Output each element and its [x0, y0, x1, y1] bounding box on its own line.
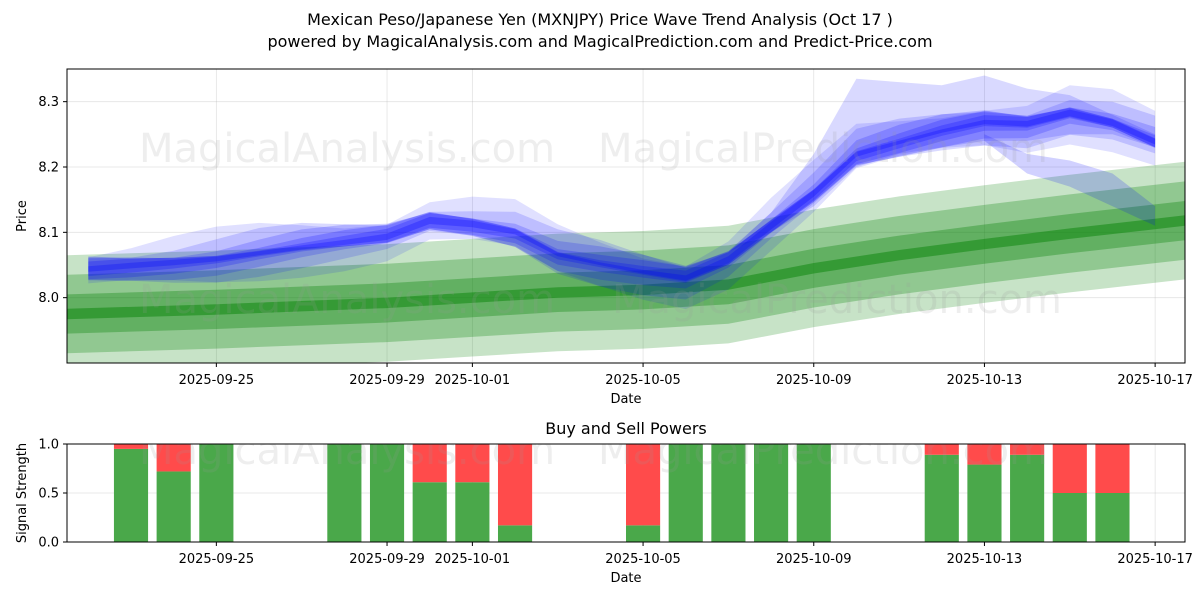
green-trend-band [67, 201, 1185, 334]
watermark-text: MagicalPrediction.com [598, 428, 1048, 474]
price-axes-frame [66, 68, 1186, 364]
green-trend-band [67, 181, 1185, 354]
sell-bar [1095, 444, 1130, 493]
x-tick-label: 2025-09-29 [349, 552, 425, 567]
price-plot-area: MagicalAnalysis.com MagicalPrediction.com… [67, 69, 1185, 363]
y-axis-label: Price [15, 200, 30, 232]
buy-bar [369, 444, 405, 542]
buy-bar [1095, 493, 1130, 542]
x-tick-label: 2025-10-17 [1117, 552, 1193, 567]
x-tick-label: 2025-10-05 [605, 552, 681, 567]
x-tick-label: 2025-10-17 [1117, 373, 1193, 388]
buy-bar [113, 448, 149, 542]
blue-price-wave [984, 134, 1156, 226]
y-tick-label: 1.0 [38, 438, 59, 453]
sell-bar [497, 444, 533, 526]
bar-plot-area: MagicalAnalysis.com MagicalPrediction.com [67, 428, 1185, 542]
x-tick-label: 2025-10-13 [947, 552, 1023, 567]
buy-bar [1010, 454, 1045, 542]
watermark-text: MagicalPrediction.com [612, 277, 1062, 323]
sell-bar [1052, 444, 1087, 493]
buy-bar [327, 444, 362, 542]
blue-price-wave [88, 107, 1156, 282]
chart-title: Mexican Peso/Japanese Yen (MXNJPY) Price… [307, 10, 893, 29]
buy-bar [497, 525, 533, 542]
y-tick-label: 8.0 [38, 291, 59, 306]
x-tick-label: 2025-10-05 [605, 373, 681, 388]
watermark-text: MagicalAnalysis.com [139, 277, 555, 323]
y-tick-label: 8.2 [38, 161, 59, 176]
x-tick-label: 2025-10-13 [947, 373, 1023, 388]
blue-price-wave [88, 107, 1156, 289]
x-tick-label: 2025-09-29 [349, 373, 425, 388]
buy-bar [711, 444, 746, 542]
sell-bar [924, 444, 959, 455]
x-tick-label: 2025-09-25 [179, 552, 255, 567]
bar-chart-title: Buy and Sell Powers [545, 419, 707, 438]
watermark-text: MagicalPrediction.com [598, 126, 1048, 172]
sell-bar [1010, 444, 1045, 455]
watermark-text: MagicalAnalysis.com [139, 428, 555, 474]
x-axis-label: Date [610, 571, 641, 586]
buy-bar [1052, 493, 1087, 542]
x-axis-label: Date [610, 392, 641, 407]
buy-bar [796, 444, 831, 542]
blue-price-wave [88, 85, 1156, 310]
buy-bar [156, 471, 191, 542]
y-tick-label: 8.1 [38, 226, 59, 241]
y-tick-label: 0.5 [38, 487, 59, 502]
buy-bar [668, 444, 703, 542]
sell-bar [113, 444, 149, 449]
watermark-text: MagicalAnalysis.com [139, 126, 555, 172]
x-tick-label: 2025-10-09 [776, 373, 852, 388]
y-axis-label: Signal Strength [15, 443, 30, 543]
sell-bar [626, 444, 661, 526]
y-tick-label: 8.3 [38, 95, 59, 110]
sell-bar [967, 444, 1002, 465]
buy-bar [967, 464, 1002, 542]
buy-bar [626, 525, 661, 542]
x-tick-label: 2025-10-09 [776, 552, 852, 567]
x-tick-label: 2025-09-25 [179, 373, 255, 388]
sell-bar [412, 444, 447, 483]
blue-price-wave [728, 75, 1156, 252]
buy-bar [199, 444, 234, 542]
buy-bar [455, 482, 490, 542]
chart-subtitle: powered by MagicalAnalysis.com and Magic… [267, 32, 933, 51]
y-tick-label: 0.0 [38, 536, 59, 551]
buy-bar [412, 482, 447, 542]
sell-bar [455, 444, 490, 483]
x-tick-label: 2025-10-01 [435, 373, 511, 388]
green-trend-band [67, 215, 1185, 320]
blue-price-wave [88, 108, 1156, 283]
buy-bar [924, 454, 959, 542]
blue-price-wave [88, 100, 1156, 300]
green-trend-band [67, 161, 1185, 363]
x-tick-label: 2025-10-01 [435, 552, 511, 567]
buy-bar [754, 444, 789, 542]
sell-bar [156, 444, 191, 472]
